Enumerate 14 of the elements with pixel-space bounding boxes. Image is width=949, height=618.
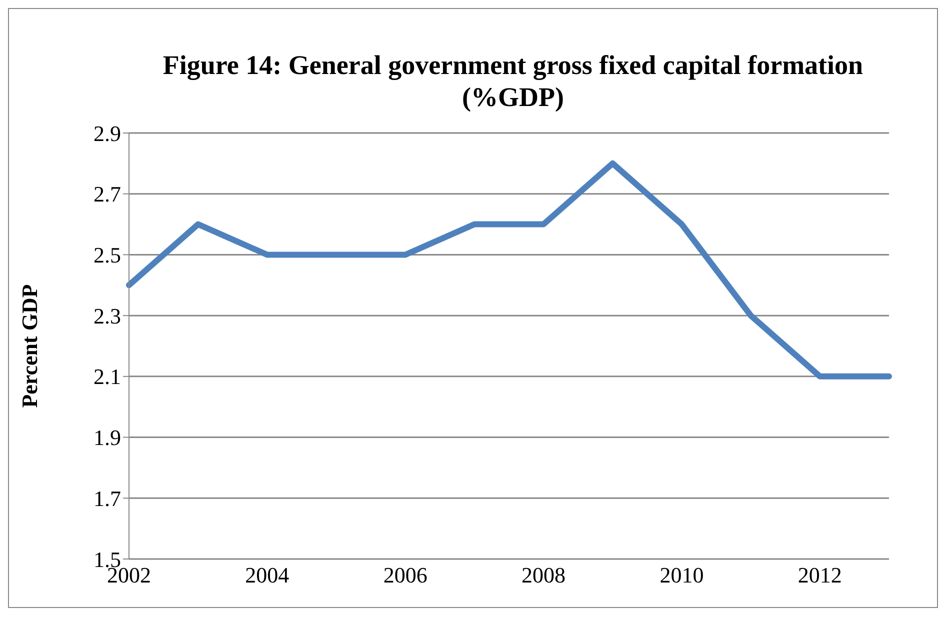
- y-tick-label: 2.9: [94, 120, 121, 146]
- x-tick-label: 2006: [383, 562, 428, 588]
- y-tick-label: 2.1: [94, 364, 121, 390]
- y-tick-label: 2.7: [94, 182, 121, 207]
- x-tick-label: 2012: [798, 562, 842, 588]
- chart-title: Figure 14: General government gross fixed capital formation (%GDP): [162, 49, 864, 113]
- y-tick-label: 2.3: [94, 303, 121, 328]
- y-tick-label: 2.5: [94, 242, 121, 268]
- y-axis-title: Percent GDP: [16, 284, 42, 408]
- x-tick-label: 2004: [245, 562, 290, 588]
- y-tick-label: 1.7: [94, 486, 121, 511]
- y-tick-label: 1.9: [94, 425, 121, 450]
- x-tick-label: 2008: [522, 562, 566, 588]
- x-tick-label: 2010: [660, 562, 704, 588]
